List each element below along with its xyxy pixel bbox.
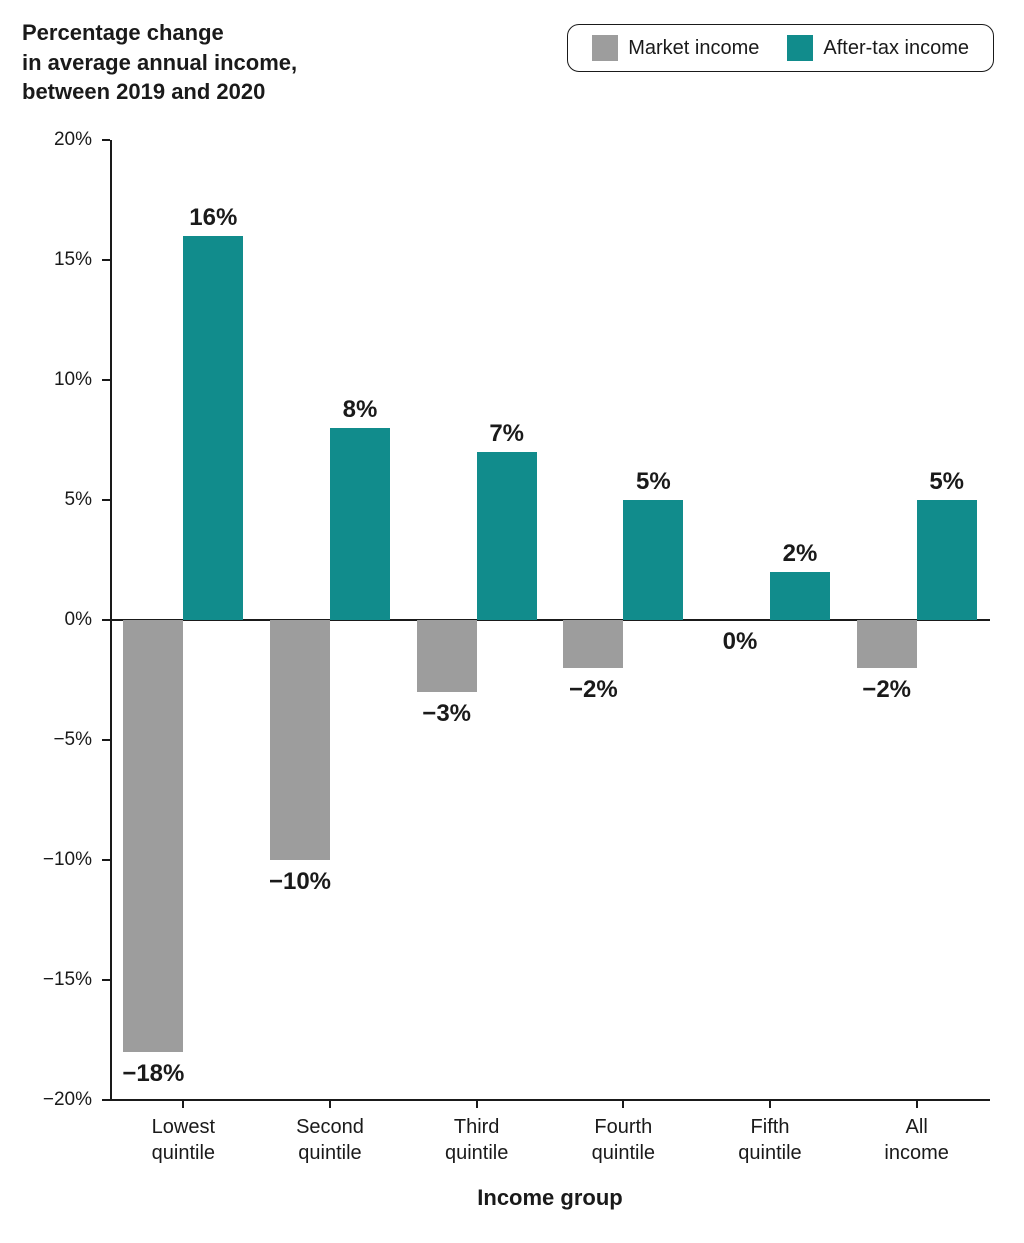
value-label-after-tax: 7% (457, 420, 557, 448)
y-tick-mark (102, 1099, 110, 1101)
x-tick-mark (916, 1100, 918, 1108)
y-axis-title: Percentage changein average annual incom… (22, 18, 297, 107)
legend-swatch (787, 35, 813, 61)
bar-market (270, 620, 330, 860)
bar-after-tax (623, 500, 683, 620)
legend-item: After-tax income (787, 35, 969, 61)
value-label-after-tax: 16% (163, 204, 263, 232)
y-tick-label: −5% (0, 729, 92, 751)
value-label-market: −18% (103, 1060, 203, 1088)
bar-market (123, 620, 183, 1052)
value-label-market: −10% (250, 868, 350, 896)
x-tick-mark (329, 1100, 331, 1108)
legend-label: Market income (628, 37, 759, 60)
y-tick-mark (102, 979, 110, 981)
y-tick-label: 15% (0, 249, 92, 271)
chart-legend: Market income After-tax income (567, 24, 994, 72)
legend-item: Market income (592, 35, 759, 61)
income-change-chart: Percentage changein average annual incom… (0, 0, 1024, 1243)
category-label: Fourthquintile (553, 1114, 693, 1166)
plot-area: 20%15%10%5%0%−5%−10%−15%−20%−18%16%Lowes… (110, 140, 990, 1100)
x-tick-mark (182, 1100, 184, 1108)
category-label: Thirdquintile (407, 1114, 547, 1166)
bar-after-tax (330, 428, 390, 620)
y-tick-label: −15% (0, 969, 92, 991)
value-label-market: −2% (543, 676, 643, 704)
bar-after-tax (770, 572, 830, 620)
x-axis-title: Income group (400, 1185, 700, 1211)
y-tick-mark (102, 859, 110, 861)
bar-market (857, 620, 917, 668)
y-tick-mark (102, 379, 110, 381)
y-tick-mark (102, 619, 110, 621)
y-tick-label: 10% (0, 369, 92, 391)
bar-after-tax (917, 500, 977, 620)
value-label-after-tax: 8% (310, 396, 410, 424)
y-tick-mark (102, 259, 110, 261)
y-tick-label: 0% (0, 609, 92, 631)
y-tick-mark (102, 499, 110, 501)
category-label: Lowestquintile (113, 1114, 253, 1166)
value-label-market: −2% (837, 676, 937, 704)
category-label: Fifthquintile (700, 1114, 840, 1166)
y-tick-label: 20% (0, 129, 92, 151)
value-label-market: 0% (690, 628, 790, 656)
value-label-market: −3% (397, 700, 497, 728)
x-tick-mark (622, 1100, 624, 1108)
legend-label: After-tax income (823, 37, 969, 60)
y-tick-mark (102, 739, 110, 741)
legend-swatch (592, 35, 618, 61)
value-label-after-tax: 5% (897, 468, 997, 496)
bar-after-tax (477, 452, 537, 620)
x-tick-mark (769, 1100, 771, 1108)
category-label: Allincome (847, 1114, 987, 1166)
x-axis-line (110, 1099, 990, 1101)
value-label-after-tax: 5% (603, 468, 703, 496)
y-tick-label: −20% (0, 1089, 92, 1111)
y-tick-label: 5% (0, 489, 92, 511)
bar-market (417, 620, 477, 692)
y-tick-mark (102, 139, 110, 141)
value-label-after-tax: 2% (750, 540, 850, 568)
y-tick-label: −10% (0, 849, 92, 871)
bar-after-tax (183, 236, 243, 620)
bar-market (563, 620, 623, 668)
x-tick-mark (476, 1100, 478, 1108)
category-label: Secondquintile (260, 1114, 400, 1166)
